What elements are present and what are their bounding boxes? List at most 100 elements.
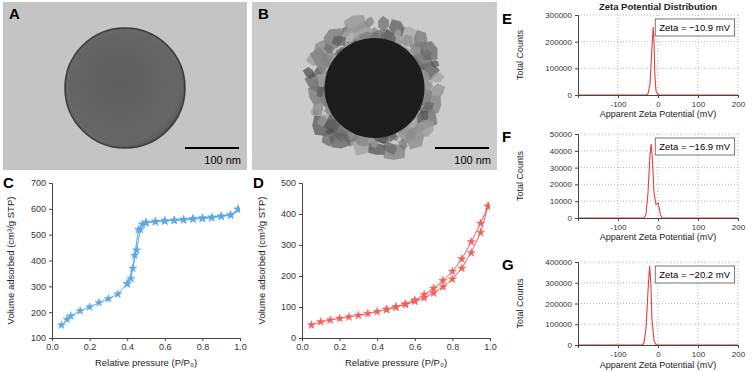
marker	[373, 307, 381, 315]
shell-flake	[323, 44, 335, 54]
grid-line-y	[578, 15, 738, 16]
x-tick: 100	[692, 95, 706, 109]
y-tick-label: 50000	[550, 130, 573, 139]
y-axis-title: Volume adsorbed (cm³/g STP)	[5, 197, 16, 325]
panel-label: G	[502, 256, 514, 273]
x-tick-mark	[340, 338, 341, 341]
annotation-box	[655, 138, 734, 155]
x-tick-mark	[452, 338, 453, 341]
x-tick-label: 0.2	[334, 342, 347, 352]
image-background	[252, 2, 497, 170]
x-tick-label: 0.8	[197, 342, 210, 352]
y-tick-label: 300000	[545, 279, 572, 288]
x-tick: -100	[610, 345, 627, 359]
y-tick-mark	[575, 283, 578, 284]
x-tick-label: 100	[692, 223, 706, 232]
y-tick: 200	[281, 271, 302, 281]
chart: -10001002000100000200000300000Apparent Z…	[502, 1, 746, 119]
y-tick: 400	[31, 256, 52, 266]
x-tick: 0.8	[197, 338, 210, 352]
x-tick-label: 0.6	[409, 342, 422, 352]
x-tick-label: 0.6	[159, 342, 172, 352]
marker	[439, 276, 447, 284]
y-tick-label: 600	[31, 204, 46, 214]
grid-line-y	[578, 41, 738, 42]
grid-line-y	[578, 167, 738, 168]
x-axis-title: Apparent Zeta Potential (mV)	[600, 232, 717, 242]
y-tick-label: 300	[31, 282, 46, 292]
y-tick-label: 0	[568, 214, 573, 223]
marker	[179, 215, 187, 223]
x-tick: 200	[732, 345, 746, 359]
x-tick: 1.0	[234, 338, 247, 352]
plot-area	[578, 266, 738, 345]
grid-line-x	[618, 134, 619, 218]
x-tick-mark	[618, 95, 619, 98]
y-tick-mark	[299, 183, 302, 184]
y-tick-label: 500	[281, 178, 296, 188]
x-axis-title: Relative pressure (P/P₀)	[345, 357, 447, 368]
marker	[448, 275, 456, 283]
y-tick: 400	[281, 209, 302, 219]
x-tick: 100	[692, 218, 706, 232]
y-tick: 500	[31, 230, 52, 240]
y-tick: 100000	[545, 320, 578, 329]
x-tick-label: 0.4	[371, 342, 384, 352]
y-tick-mark	[49, 261, 52, 262]
marker	[138, 220, 146, 228]
y-tick-label: 30000	[550, 164, 573, 173]
y-tick: 0	[568, 91, 578, 100]
x-axis-title: Apparent Zeta Potential (mV)	[600, 109, 717, 119]
y-tick: 20000	[550, 180, 578, 189]
panel-label: D	[253, 174, 264, 191]
scale-bar-label: 100 nm	[204, 154, 241, 166]
panel-label: A	[9, 5, 20, 22]
x-tick-mark	[618, 218, 619, 221]
y-tick-label: 20000	[550, 180, 573, 189]
y-tick: 30000	[550, 164, 578, 173]
scale-bar	[185, 147, 239, 149]
x-tick-mark	[698, 218, 699, 221]
x-tick-label: 1.0	[484, 342, 497, 352]
x-tick-label: 0.2	[84, 342, 97, 352]
y-tick-label: 100	[31, 333, 46, 343]
particle-core	[325, 38, 425, 138]
shell-flake	[431, 72, 445, 82]
y-tick-label: 100000	[545, 64, 572, 73]
marker	[326, 316, 334, 324]
x-tick: -100	[610, 95, 627, 109]
y-axis-line	[575, 135, 579, 219]
x-axis-line	[579, 346, 739, 349]
shell-flake	[303, 67, 316, 79]
y-tick-label: 100	[281, 302, 296, 312]
x-tick: 1.0	[484, 338, 497, 352]
y-tick: 0	[568, 214, 578, 223]
x-tick-mark	[698, 95, 699, 98]
x-tick-label: 200	[732, 223, 746, 232]
x-tick: 100	[692, 345, 706, 359]
shell-flake	[417, 120, 433, 137]
y-tick-label: 0	[568, 341, 573, 350]
x-tick-mark	[165, 338, 166, 341]
grid-line-y	[578, 134, 738, 135]
y-axis-title: Total Counts	[515, 29, 525, 80]
y-tick-mark	[49, 183, 52, 184]
x-tick-label: -100	[610, 223, 627, 232]
y-axis-title: Volume adsorbed (cm³/g STP)	[256, 197, 267, 325]
marker	[317, 317, 325, 325]
shell-flake	[332, 36, 347, 46]
y-tick-label: 300000	[545, 11, 572, 20]
tem-image: A 100 nm	[3, 2, 247, 170]
plot-area	[307, 202, 490, 329]
x-tick-mark	[738, 218, 739, 221]
y-tick: 300	[31, 282, 52, 292]
y-axis-line	[575, 263, 579, 346]
y-tick: 40000	[550, 147, 578, 156]
y-tick: 100	[281, 302, 302, 312]
x-tick-label: -100	[610, 100, 627, 109]
marker	[76, 306, 84, 314]
marker	[67, 312, 75, 320]
y-tick-label: 10000	[550, 197, 573, 206]
scale-bar-label: 100 nm	[454, 154, 491, 166]
y-tick-label: 0	[568, 91, 573, 100]
